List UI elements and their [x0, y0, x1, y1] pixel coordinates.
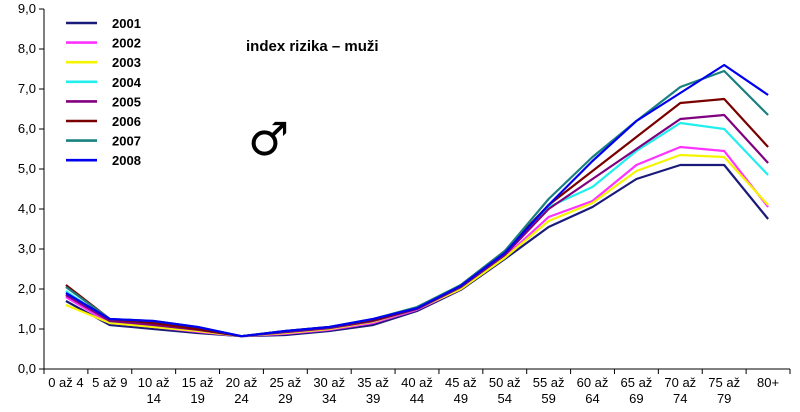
- x-tick-label: 75 až: [708, 375, 740, 390]
- x-tick-label-line2: 39: [366, 391, 380, 406]
- axes-layer: 0,0 1,0 2,0 3,0 4,0 5,0 6,0 7,0 8,0 9,0 0 až 4 5 až…: [18, 1, 791, 406]
- legend-label-2007: 2007: [112, 134, 141, 149]
- x-tick-label: 40 až: [401, 375, 433, 390]
- y-tick-label: 8,0: [18, 41, 36, 56]
- x-tick-label: 65 až: [621, 375, 653, 390]
- x-tick-label: 15 až: [182, 375, 214, 390]
- x-tick-label-line2: 44: [410, 391, 424, 406]
- x-tick-label-line2: 79: [717, 391, 731, 406]
- y-tick-label: 4,0: [18, 201, 36, 216]
- series-line-2007: [65, 69, 769, 338]
- x-tick-label: 10 až: [138, 375, 170, 390]
- y-tick-label: 9,0: [18, 1, 36, 16]
- x-tick-label: 5 až 9: [92, 375, 127, 390]
- x-tick-label-line2: 19: [190, 391, 204, 406]
- x-tick-label: 70 až: [664, 375, 696, 390]
- y-tick-label: 0,0: [18, 361, 36, 376]
- series-line-2001: [65, 163, 769, 338]
- legend-label-2001: 2001: [112, 16, 141, 31]
- x-tick-label: 60 až: [577, 375, 609, 390]
- legend: 2001 2002 2003 2004 2005 2006 2007 2008: [66, 16, 142, 168]
- x-tick-label-line2: 59: [541, 391, 555, 406]
- x-tick-label-line2: 49: [454, 391, 468, 406]
- x-tick-label: 35 až: [357, 375, 389, 390]
- y-tick-label: 5,0: [18, 161, 36, 176]
- series-layer: [65, 63, 769, 338]
- x-tick-label-line2: 24: [234, 391, 248, 406]
- x-tick-label-line2: 74: [673, 391, 687, 406]
- y-tick-label: 2,0: [18, 281, 36, 296]
- x-tick-label: 0 až 4: [48, 375, 83, 390]
- x-tick-label-line2: 69: [629, 391, 643, 406]
- x-tick-label: 50 až: [489, 375, 521, 390]
- x-tick-label: 45 až: [445, 375, 477, 390]
- x-tick-label-line2: 29: [278, 391, 292, 406]
- legend-label-2005: 2005: [112, 94, 141, 109]
- legend-label-2006: 2006: [112, 114, 141, 129]
- x-tick-label: 25 až: [269, 375, 301, 390]
- legend-label-2003: 2003: [112, 55, 141, 70]
- male-symbol-icon: ♂: [248, 112, 289, 166]
- x-tick-label: 80+: [757, 375, 779, 390]
- x-tick-label: 30 až: [313, 375, 345, 390]
- x-tick-label-line2: 14: [146, 391, 160, 406]
- x-tick-label-line2: 54: [498, 391, 512, 406]
- y-tick-label: 3,0: [18, 241, 36, 256]
- x-tick-label-line2: 34: [322, 391, 336, 406]
- series-line-2008: [65, 63, 769, 338]
- y-tick-label: 7,0: [18, 81, 36, 96]
- x-tick-label-line2: 64: [585, 391, 599, 406]
- y-tick-label: 6,0: [18, 121, 36, 136]
- legend-label-2002: 2002: [112, 36, 141, 51]
- y-tick-label: 1,0: [18, 321, 36, 336]
- legend-label-2004: 2004: [112, 75, 142, 90]
- series-line-2005: [65, 113, 769, 338]
- chart-title: index rizika – muži: [246, 38, 379, 55]
- legend-label-2008: 2008: [112, 153, 141, 168]
- x-tick-label: 20 až: [226, 375, 258, 390]
- x-tick-label: 55 až: [533, 375, 565, 390]
